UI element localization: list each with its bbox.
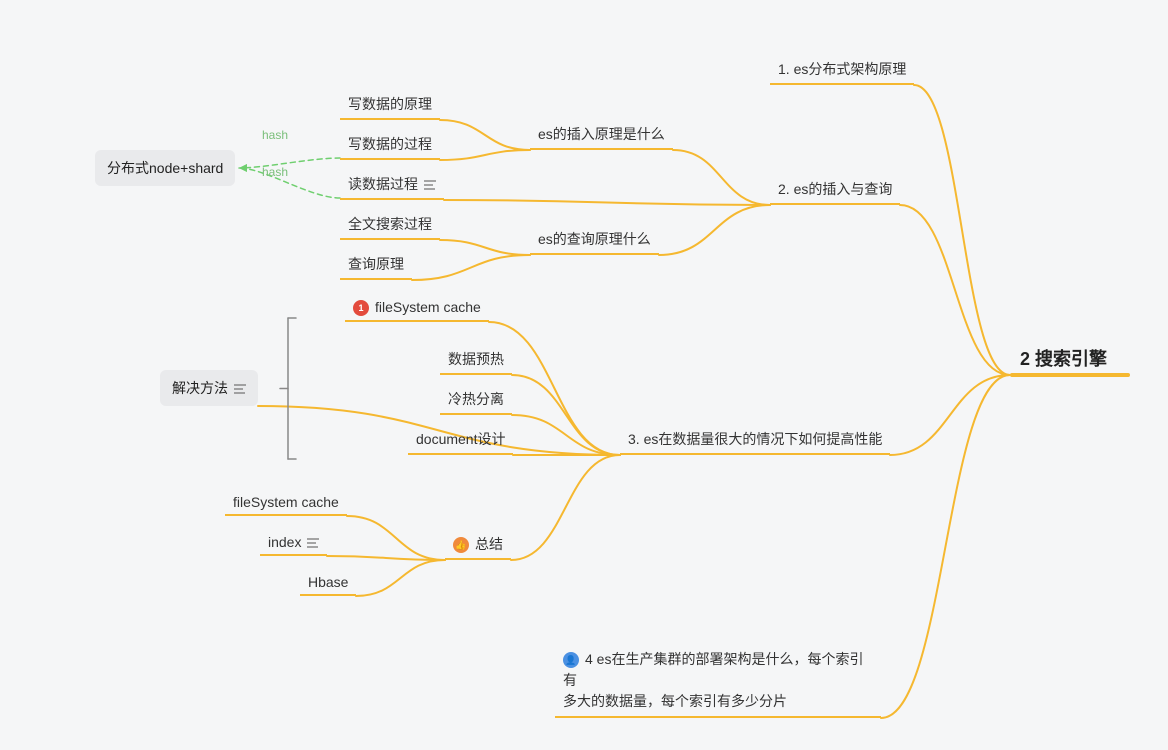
mindmap-node[interactable]: document设计 <box>408 425 513 455</box>
node-label: 全文搜索过程 <box>340 210 440 240</box>
node-label: index <box>260 530 327 556</box>
node-label: 读数据过程 <box>340 170 444 200</box>
edge-label: hash <box>262 128 288 142</box>
node-label: 冷热分离 <box>440 385 512 415</box>
mindmap-node[interactable]: index <box>260 530 327 556</box>
mindmap-node[interactable]: Hbase <box>300 570 356 596</box>
mindmap-canvas: 2 搜索引擎 分布式node+shard 1. es分布式架构原理 2. es的插入与… <box>0 0 1168 750</box>
mindmap-node[interactable]: 1fileSystem cache <box>345 295 489 322</box>
mindmap-node[interactable]: 数据预热 <box>440 345 512 375</box>
mindmap-root[interactable]: 2 搜索引擎 <box>1020 345 1107 371</box>
node-label: 解决方法 <box>160 370 258 406</box>
node-label: 1. es分布式架构原理 <box>770 55 914 85</box>
node-label: 写数据的原理 <box>340 90 440 120</box>
mindmap-node[interactable]: 👍总结 <box>445 530 511 560</box>
mindmap-node[interactable]: es的查询原理什么 <box>530 225 659 255</box>
node-label: 1fileSystem cache <box>345 295 489 322</box>
notes-icon <box>307 538 319 548</box>
mindmap-node[interactable]: 读数据过程 <box>340 170 444 200</box>
node-label: Hbase <box>300 570 356 596</box>
mindmap-node[interactable]: 2. es的插入与查询 <box>770 175 900 205</box>
person-icon: 👤 <box>563 652 579 668</box>
node-label: 分布式node+shard <box>95 150 235 186</box>
mindmap-node[interactable]: es的插入原理是什么 <box>530 120 673 150</box>
edge-label: hash <box>262 165 288 179</box>
mindmap-node[interactable]: 解决方法 <box>160 370 258 406</box>
mindmap-node[interactable]: 写数据的原理 <box>340 90 440 120</box>
node-label: 2. es的插入与查询 <box>770 175 900 205</box>
notes-icon <box>234 384 246 394</box>
node-label: 👤4 es在生产集群的部署架构是什么，每个索引有多大的数据量，每个索引有多少分片 <box>555 645 881 718</box>
notes-icon <box>424 180 436 190</box>
mindmap-node[interactable]: 1. es分布式架构原理 <box>770 55 914 85</box>
mindmap-node[interactable]: 查询原理 <box>340 250 412 280</box>
node-label: 3. es在数据量很大的情况下如何提高性能 <box>620 425 890 455</box>
node-label: document设计 <box>408 425 513 455</box>
node-label: 数据预热 <box>440 345 512 375</box>
node-label: 查询原理 <box>340 250 412 280</box>
node-label: es的查询原理什么 <box>530 225 659 255</box>
node-label: 👍总结 <box>445 530 511 560</box>
mindmap-node[interactable]: 冷热分离 <box>440 385 512 415</box>
node-label: fileSystem cache <box>225 490 347 516</box>
mindmap-node[interactable]: 全文搜索过程 <box>340 210 440 240</box>
mindmap-node[interactable]: 👤4 es在生产集群的部署架构是什么，每个索引有多大的数据量，每个索引有多少分片 <box>555 645 881 718</box>
mindmap-node[interactable]: 分布式node+shard <box>95 150 235 186</box>
thumbs-up-icon: 👍 <box>453 537 469 553</box>
root-label: 2 搜索引擎 <box>1020 349 1107 369</box>
node-label: es的插入原理是什么 <box>530 120 673 150</box>
number1-icon: 1 <box>353 300 369 316</box>
mindmap-node[interactable]: 写数据的过程 <box>340 130 440 160</box>
node-label: 写数据的过程 <box>340 130 440 160</box>
mindmap-node[interactable]: fileSystem cache <box>225 490 347 516</box>
mindmap-node[interactable]: 3. es在数据量很大的情况下如何提高性能 <box>620 425 890 455</box>
